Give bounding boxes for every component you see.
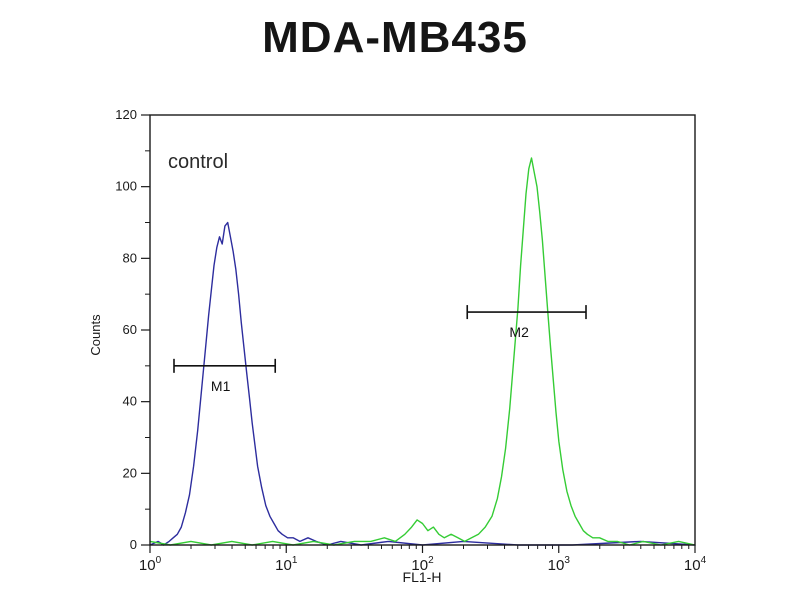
x-axis-ticks: 100 101 102 103 104 [139, 545, 707, 574]
y-axis-label: Counts [88, 314, 103, 356]
y-tick-label: 40 [123, 394, 137, 409]
control-annotation: control [168, 151, 228, 173]
gate-label-m2: M2 [509, 324, 529, 340]
histogram-curves [149, 157, 696, 546]
gate-label-m1: M1 [211, 378, 231, 394]
x-tick-label: 104 [684, 555, 707, 574]
y-tick-label: 80 [123, 250, 137, 265]
x-tick-label: 101 [275, 555, 298, 574]
plot-border [149, 114, 696, 546]
y-tick-label: 20 [123, 465, 137, 480]
x-tick-label: 102 [411, 555, 434, 574]
curve-stained [149, 157, 696, 546]
y-tick-label: 100 [115, 179, 137, 194]
y-tick-label: 0 [130, 537, 137, 552]
curve-control [149, 221, 696, 546]
y-tick-label: 60 [123, 322, 137, 337]
x-axis-label: FL1-H [403, 569, 442, 585]
gate-m2: M2 [466, 305, 587, 340]
y-axis-ticks: 0 20 40 60 80 100 120 [115, 107, 150, 552]
gate-m1: M1 [173, 358, 277, 394]
chart-title: MDA-MB435 [262, 13, 528, 62]
y-tick-label: 120 [115, 107, 137, 122]
gate-markers: M1 M2 [173, 305, 587, 394]
x-tick-label: 100 [139, 555, 162, 574]
x-tick-label: 103 [548, 555, 571, 574]
